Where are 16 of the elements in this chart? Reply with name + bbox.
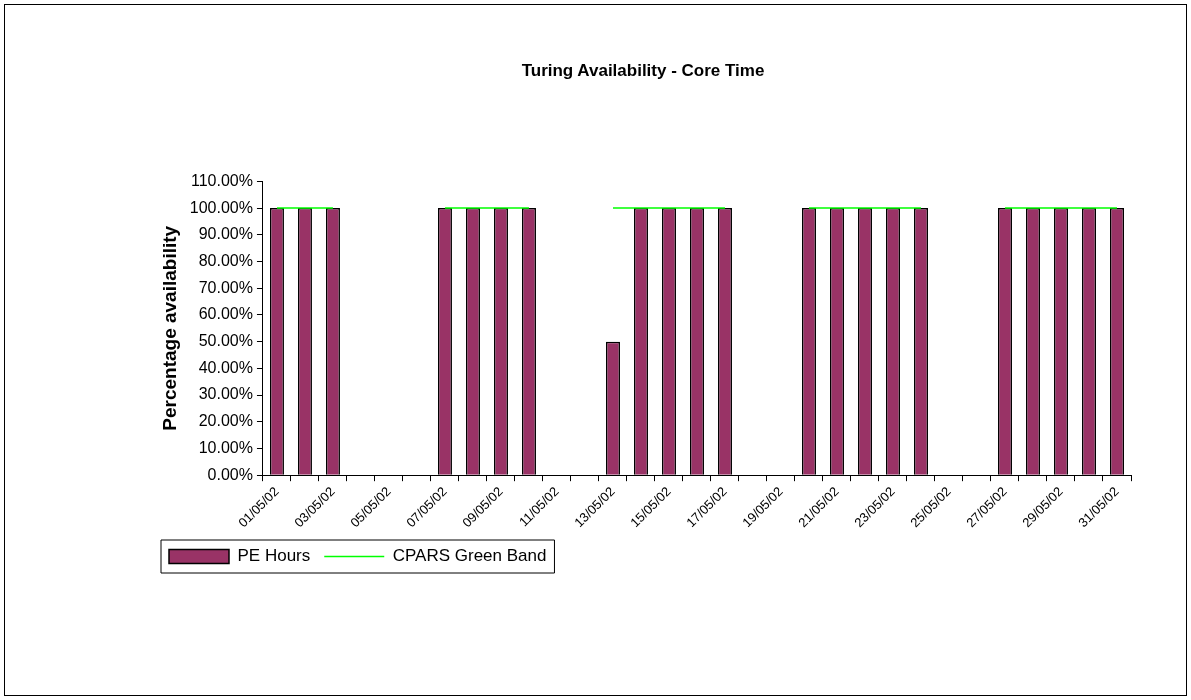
legend-label: CPARS Green Band [392, 546, 547, 566]
y-tick-label: 50.00% [198, 332, 253, 350]
y-tick-label: 20.00% [198, 412, 253, 430]
y-tick-label: 0.00% [207, 465, 253, 483]
y-axis-title: Percentage availability [158, 225, 180, 431]
y-tick-label: 100.00% [189, 198, 253, 216]
chart-title: Turing Availability - Core Time [521, 60, 765, 80]
y-tick-label: 30.00% [198, 385, 253, 403]
y-tick-label: 80.00% [198, 251, 253, 269]
y-tick-label: 90.00% [198, 225, 253, 243]
legend-label: PE Hours [237, 546, 311, 566]
y-tick-label: 60.00% [198, 305, 253, 323]
y-tick-label: 110.00% [190, 171, 253, 189]
y-tick-label: 40.00% [198, 358, 253, 376]
y-tick-label: 10.00% [198, 438, 253, 456]
y-tick-label: 70.00% [198, 278, 253, 296]
